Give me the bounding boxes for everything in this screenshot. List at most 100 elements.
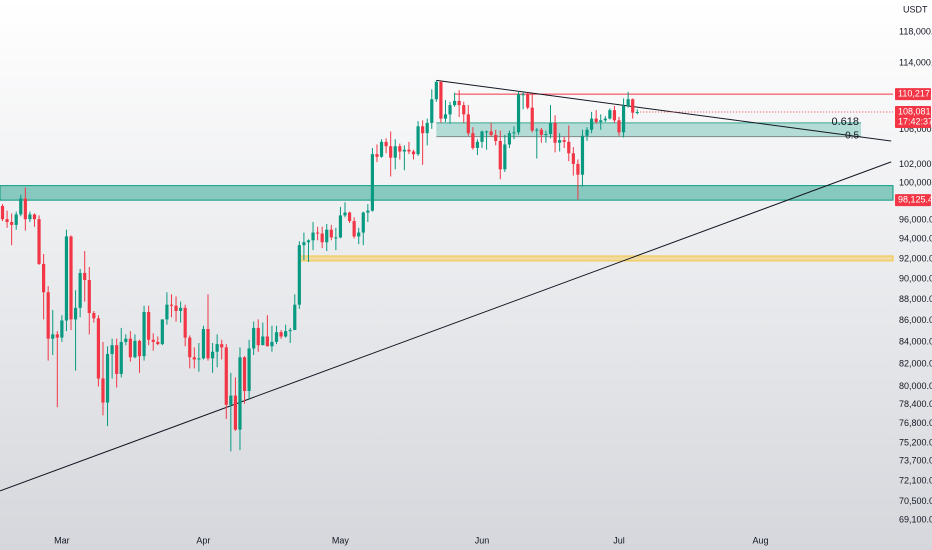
candle-body — [571, 153, 575, 164]
y-tick-label: 84,000.0 — [899, 336, 932, 346]
y-tick-label: 78,400.0 — [899, 399, 932, 409]
y-tick-label: 72,100.0 — [899, 476, 932, 486]
candle-body — [19, 198, 23, 215]
candle-body — [425, 122, 429, 134]
candle-body — [256, 327, 260, 346]
candle-body — [115, 345, 119, 374]
candle-body — [462, 105, 466, 115]
x-tick-label: Jun — [475, 535, 490, 545]
x-tick-label: Apr — [196, 535, 210, 545]
candle-body — [210, 351, 215, 359]
y-tick-label: 88,000.0 — [899, 294, 932, 304]
candle-body — [293, 304, 297, 331]
y-tick-label: 92,000.0 — [899, 253, 932, 263]
price-tag-label: 108,081.2 — [898, 106, 932, 116]
candle-body — [32, 214, 37, 220]
y-tick-label: 106,000.0 — [899, 124, 932, 134]
candle-body — [160, 319, 164, 345]
candle-body — [92, 313, 96, 319]
trendline — [0, 161, 892, 492]
candle-body — [297, 245, 301, 305]
candle-body — [594, 118, 598, 123]
candle-body — [539, 129, 543, 135]
y-tick-label: 100,000.0 — [899, 177, 932, 187]
candle-body — [352, 221, 356, 237]
candle-body — [466, 114, 470, 134]
candle-body — [14, 214, 18, 225]
candle-body — [96, 318, 101, 379]
y-tick-label: 75,200.0 — [899, 437, 932, 447]
candle-body — [475, 141, 480, 148]
candle-body — [69, 236, 73, 320]
candle-body — [119, 341, 123, 374]
candle-body — [512, 132, 516, 134]
candle-body — [617, 120, 621, 133]
candle-body — [393, 146, 397, 158]
candle-body — [389, 146, 393, 158]
candle-body — [229, 395, 233, 405]
candle-body — [370, 154, 375, 211]
y-tick-label: 90,000.0 — [899, 273, 932, 283]
trendline — [436, 79, 892, 142]
candle-body — [169, 304, 174, 306]
candle-body — [439, 81, 443, 119]
candle-body — [183, 307, 187, 338]
candle-body — [220, 344, 224, 348]
candle-body — [270, 341, 274, 347]
candle-body — [238, 357, 242, 430]
candle-body — [51, 334, 55, 339]
candle-body — [55, 334, 59, 338]
candle-body — [46, 292, 50, 339]
y-tick-label: 80,000.0 — [899, 381, 932, 391]
candle-body — [110, 345, 114, 354]
fib-label: 0.618 — [832, 116, 860, 128]
candle-body — [60, 320, 64, 338]
price-tag — [895, 105, 931, 128]
y-tick-label: 102,000.0 — [899, 159, 932, 169]
candle-body — [516, 94, 521, 133]
zone — [0, 185, 894, 201]
candle-body — [10, 222, 14, 225]
candle-body — [553, 122, 557, 143]
candle-body — [64, 236, 69, 321]
candle-body — [434, 81, 438, 100]
candle-body — [151, 339, 155, 342]
price-tag-label: 110,217.2 — [898, 89, 932, 99]
price-tag — [895, 194, 931, 207]
candle-body — [558, 140, 562, 143]
candle-body — [233, 395, 238, 430]
y-tick-label: 69,100.0 — [899, 514, 932, 524]
candle-body — [320, 233, 324, 243]
candle-body — [576, 163, 580, 175]
candle-body — [453, 100, 457, 106]
candle-body — [430, 99, 434, 123]
candle-body — [548, 122, 553, 135]
candle-body — [0, 205, 5, 220]
x-tick-label: May — [332, 535, 350, 545]
candle-body — [357, 232, 361, 237]
candle-body — [366, 210, 370, 213]
candle-body — [87, 280, 91, 314]
candle-body — [521, 94, 525, 96]
candle-body — [494, 134, 498, 141]
candle-body — [398, 146, 402, 152]
candle-body — [612, 110, 617, 121]
candle-body — [224, 347, 228, 405]
candle-body — [343, 212, 347, 216]
candle-body — [78, 272, 82, 308]
x-tick-label: Aug — [753, 535, 769, 545]
candle-body — [142, 312, 146, 357]
y-tick-label: 70,500.0 — [899, 496, 932, 506]
candle-body — [421, 126, 425, 134]
candle-body — [174, 305, 178, 311]
candle-body — [124, 338, 128, 342]
candle-body — [379, 141, 384, 157]
y-tick-label: 118,000.0 — [899, 26, 932, 36]
candle-body — [375, 154, 379, 157]
candle-body — [192, 357, 196, 360]
y-tick-label: 86,000.0 — [899, 315, 932, 325]
candle-body — [443, 114, 448, 119]
candle-body — [279, 332, 283, 337]
x-tick-label: Jul — [613, 535, 625, 545]
